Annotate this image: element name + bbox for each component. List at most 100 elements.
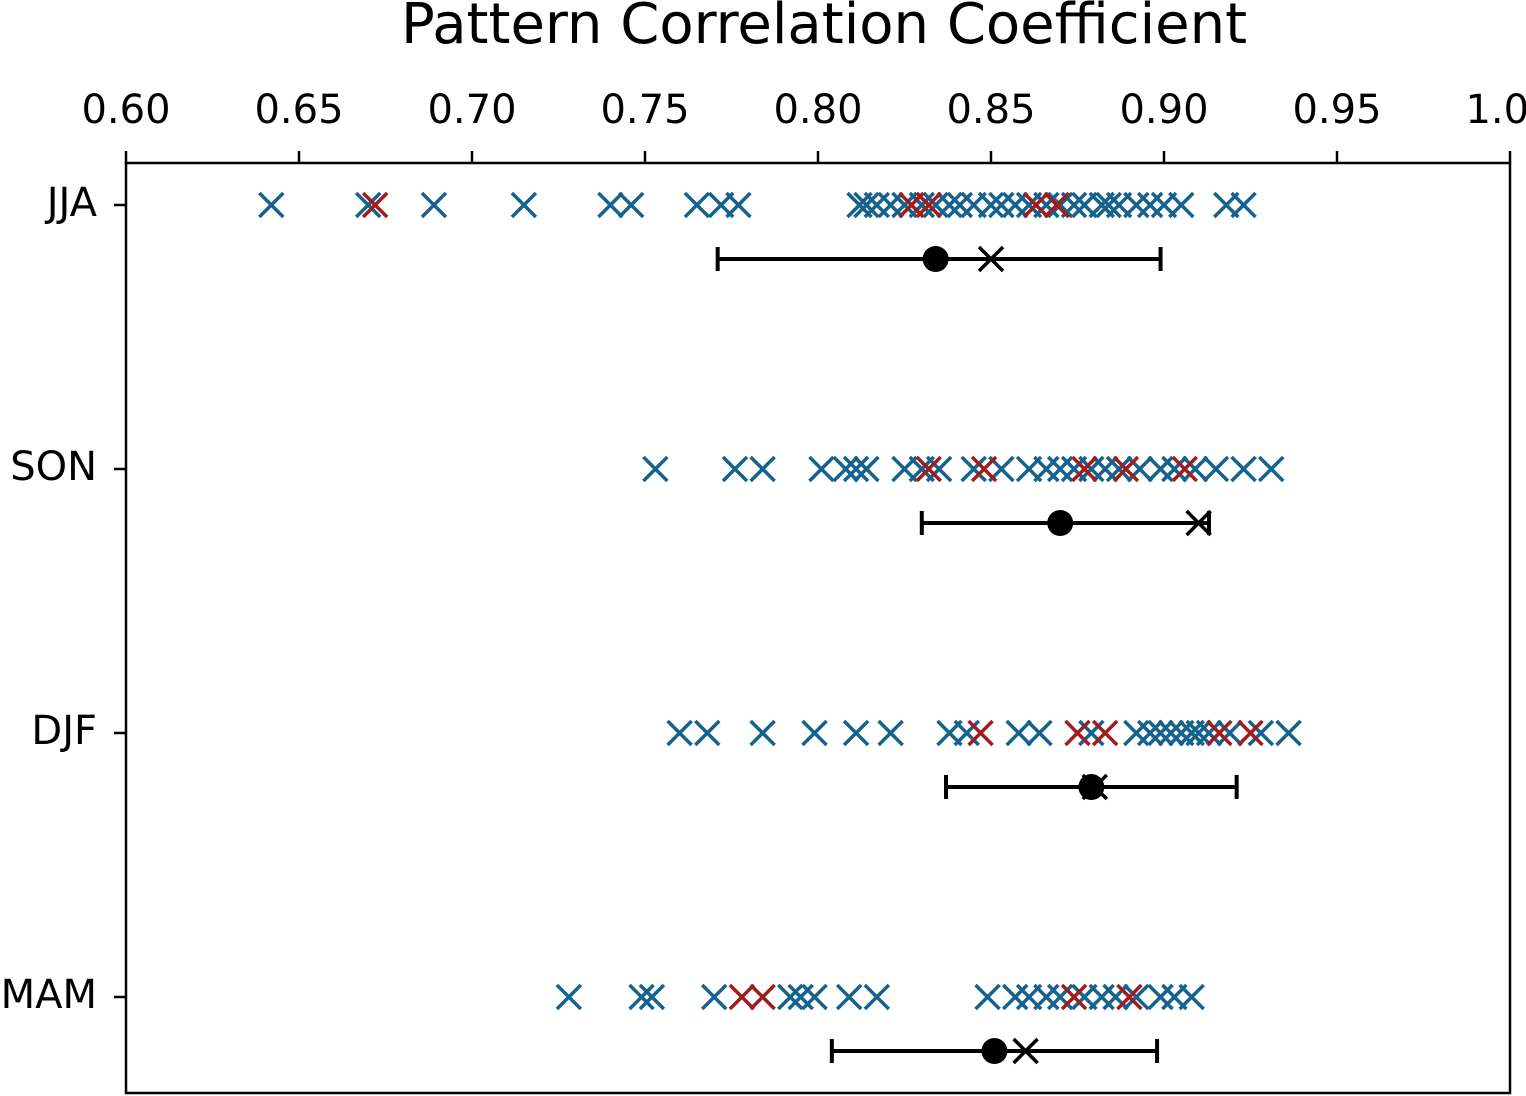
cross-stroke xyxy=(1181,455,1209,483)
cross-stroke xyxy=(1123,191,1150,219)
data-cross xyxy=(1202,455,1230,483)
data-cross xyxy=(1123,983,1150,1011)
cross-stroke xyxy=(642,455,669,483)
data-cross xyxy=(853,455,880,483)
data-cross xyxy=(967,719,994,747)
cross-stroke xyxy=(555,983,583,1011)
cross-stroke xyxy=(628,983,655,1011)
data-cross xyxy=(1088,983,1115,1011)
cross-stroke xyxy=(1123,719,1150,747)
cross-stroke xyxy=(977,191,1005,219)
cross-stroke xyxy=(1123,983,1150,1011)
data-cross xyxy=(808,455,835,483)
cross-stroke xyxy=(842,719,870,747)
cross-stroke xyxy=(1195,719,1223,747)
cross-stroke xyxy=(863,983,891,1011)
data-cross xyxy=(721,455,749,483)
data-cross xyxy=(258,191,285,219)
data-cross xyxy=(597,191,624,219)
x-tick-label: 0.70 xyxy=(427,87,516,133)
summary-cross xyxy=(977,245,1005,273)
data-cross xyxy=(1043,191,1070,219)
data-cross xyxy=(1147,983,1174,1011)
cross-stroke xyxy=(361,191,389,219)
data-cross xyxy=(801,719,828,747)
data-cross xyxy=(1136,191,1164,219)
y-tick-label: JJA xyxy=(44,180,98,226)
cross-stroke xyxy=(801,719,828,747)
data-cross xyxy=(1091,455,1119,483)
cross-stroke xyxy=(1033,983,1060,1011)
x-tick-label: 0.85 xyxy=(946,87,1035,133)
cross-stroke xyxy=(1046,191,1074,219)
cross-stroke xyxy=(700,983,728,1011)
data-cross xyxy=(1161,455,1188,483)
cross-stroke xyxy=(835,983,863,1011)
data-cross xyxy=(1064,719,1091,747)
cross-stroke xyxy=(1060,983,1088,1011)
x-tick-label: 0.65 xyxy=(254,87,343,133)
summary-dot xyxy=(922,246,949,272)
data-cross xyxy=(842,455,870,483)
data-cross xyxy=(977,191,1005,219)
cross-stroke xyxy=(420,191,448,219)
cross-stroke xyxy=(510,191,538,219)
data-cross xyxy=(749,455,776,483)
data-cross xyxy=(728,983,756,1011)
data-cross xyxy=(801,983,828,1011)
cross-stroke xyxy=(1147,455,1174,483)
cross-stroke xyxy=(1005,719,1032,747)
cross-stroke xyxy=(808,455,835,483)
data-cross xyxy=(1206,719,1233,747)
cross-stroke xyxy=(666,719,693,747)
cross-stroke xyxy=(725,191,752,219)
cross-stroke xyxy=(842,455,870,483)
data-cross xyxy=(970,455,998,483)
cross-stroke xyxy=(1102,983,1129,1011)
cross-stroke xyxy=(853,191,880,219)
cross-stroke xyxy=(1230,191,1257,219)
cross-stroke xyxy=(925,455,953,483)
data-cross xyxy=(960,455,987,483)
data-cross xyxy=(915,191,942,219)
cross-stroke xyxy=(877,719,904,747)
data-cross xyxy=(936,191,963,219)
data-cross xyxy=(835,983,863,1011)
cross-stroke xyxy=(258,191,285,219)
cross-stroke xyxy=(853,455,880,483)
data-cross xyxy=(1123,719,1150,747)
cross-stroke xyxy=(694,719,721,747)
data-cross xyxy=(863,983,891,1011)
cross-stroke xyxy=(1136,191,1164,219)
cross-stroke xyxy=(1071,455,1098,483)
data-cross xyxy=(1046,983,1074,1011)
data-cross xyxy=(1181,455,1209,483)
cross-stroke xyxy=(1147,983,1174,1011)
cross-stroke xyxy=(683,191,711,219)
cross-stroke xyxy=(1202,455,1230,483)
cross-stroke xyxy=(1046,983,1074,1011)
cross-stroke xyxy=(1258,455,1285,483)
cross-stroke xyxy=(1088,983,1115,1011)
cross-stroke xyxy=(1171,455,1198,483)
data-cross xyxy=(642,455,669,483)
data-cross xyxy=(1168,191,1195,219)
summary-cross xyxy=(1012,1037,1039,1065)
x-tick-label: 1.00 xyxy=(1465,87,1526,133)
cross-stroke xyxy=(1178,983,1205,1011)
data-cross xyxy=(877,719,904,747)
data-cross xyxy=(1116,983,1143,1011)
cross-stroke xyxy=(1275,719,1302,747)
chart-title: Pattern Correlation Coefficient xyxy=(401,0,1247,57)
y-tick-label: DJF xyxy=(31,708,97,754)
cross-stroke xyxy=(1185,509,1212,537)
cross-stroke xyxy=(1091,455,1119,483)
x-tick-label: 0.80 xyxy=(773,87,862,133)
cross-stroke xyxy=(721,455,749,483)
cross-stroke xyxy=(1022,191,1050,219)
data-cross xyxy=(1022,191,1050,219)
data-cross xyxy=(1157,719,1185,747)
cross-stroke xyxy=(1247,719,1275,747)
data-cross xyxy=(853,191,880,219)
data-cross xyxy=(1001,983,1029,1011)
